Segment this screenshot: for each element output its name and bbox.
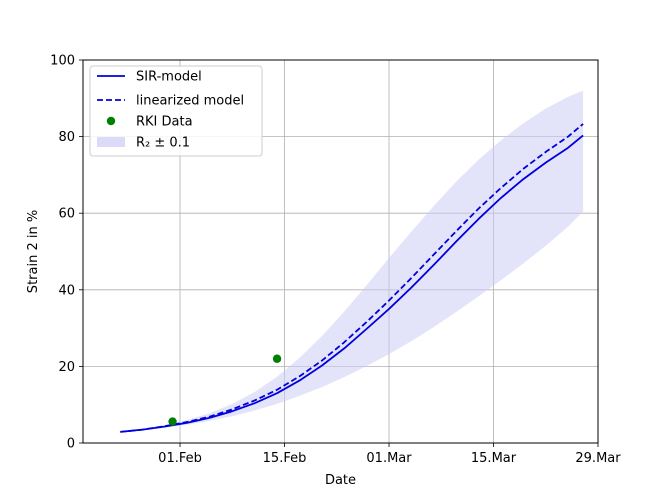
legend-marker — [106, 116, 116, 126]
y-tick-label: 20 — [58, 360, 75, 375]
rki-data-point — [272, 354, 282, 363]
scatter-layer — [168, 354, 282, 426]
y-tick-label: 80 — [58, 130, 75, 145]
legend-box — [89, 65, 263, 157]
series-layer — [120, 123, 584, 433]
x-axis-label: Date — [325, 473, 356, 488]
rki-data-point — [168, 417, 177, 426]
axis-ticks: 01.Feb 15.Feb 01.Mar 15.Mar 29.Mar 0 20 40 60 80 1… — [50, 54, 621, 467]
x-tick-label: 01.Mar — [366, 451, 412, 466]
y-tick-label: 60 — [58, 207, 75, 222]
x-tick-label: 29.Mar — [575, 451, 621, 466]
sir-model-line — [120, 134, 584, 433]
legend-label: RKI Data — [136, 115, 193, 130]
x-tick-label: 15.Feb — [263, 451, 307, 466]
legend-label: linearized model — [136, 94, 244, 109]
uncertainty-band — [120, 90, 584, 432]
plot-frame — [82, 59, 599, 444]
linearized-model-line — [120, 123, 584, 433]
x-tick-label: 01.Feb — [158, 451, 202, 466]
y-tick-label: 40 — [58, 283, 75, 298]
legend-label: SIR-model — [136, 70, 202, 85]
y-tick-label: 0 — [67, 437, 75, 452]
y-tick-label: 100 — [50, 54, 75, 69]
y-axis-label: Strain 2 in % — [26, 210, 41, 293]
legend: SIR-model linearized model RKI Data R₂ ± 0.… — [89, 65, 263, 157]
uncertainty-band-layer — [120, 90, 584, 432]
legend-band-swatch — [97, 137, 125, 147]
legend-label: R₂ ± 0.1 — [136, 136, 190, 151]
x-tick-label: 15.Mar — [471, 451, 517, 466]
